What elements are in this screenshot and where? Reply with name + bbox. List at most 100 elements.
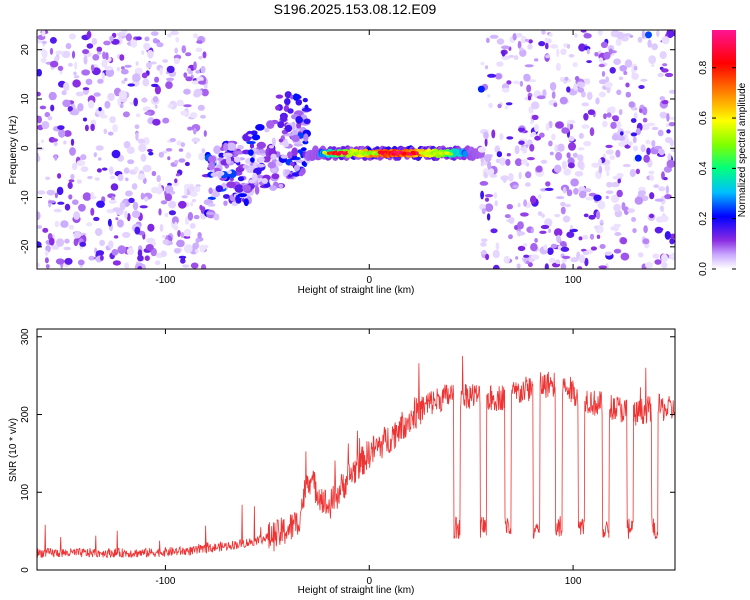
heatmap-cell bbox=[548, 140, 553, 147]
heatmap-cell bbox=[574, 170, 584, 177]
heatmap-cell bbox=[531, 114, 539, 120]
heatmap-cell bbox=[596, 210, 601, 220]
heatmap-cell bbox=[185, 76, 193, 82]
snr-axes: -100 0 100 0 100 200 300 bbox=[20, 328, 675, 587]
heatmap-cell bbox=[517, 231, 526, 236]
heatmap-cell bbox=[37, 91, 41, 97]
heatmap-cell bbox=[625, 82, 630, 88]
heatmap-cell bbox=[583, 213, 589, 218]
heatmap-cell bbox=[178, 200, 187, 209]
heatmap-cell bbox=[553, 102, 558, 108]
heatmap-cell bbox=[266, 120, 275, 129]
heatmap-cell bbox=[506, 136, 514, 140]
heatmap-cell bbox=[158, 208, 162, 216]
heatmap-cell bbox=[193, 127, 197, 135]
heatmap-cell bbox=[583, 188, 592, 193]
heatmap-cell bbox=[666, 113, 670, 122]
heatmap-cell bbox=[152, 118, 161, 126]
heatmap-cell bbox=[670, 252, 675, 261]
heatmap-cell bbox=[124, 64, 132, 68]
heatmap-cell bbox=[485, 253, 490, 261]
heatmap-cell bbox=[523, 73, 531, 82]
heatmap-cell bbox=[502, 178, 507, 183]
heatmap-cell bbox=[130, 39, 138, 48]
heatmap-cell bbox=[147, 223, 155, 232]
heatmap-cell bbox=[520, 147, 525, 151]
heatmap-cell bbox=[141, 50, 145, 55]
heatmap-cell bbox=[614, 232, 622, 236]
heatmap-cell bbox=[670, 148, 675, 153]
heatmap-cell bbox=[631, 217, 637, 222]
heatmap-cell bbox=[598, 165, 603, 174]
heatmap-cell bbox=[144, 196, 149, 202]
heatmap-cell bbox=[506, 204, 513, 210]
heatmap-cell bbox=[225, 156, 232, 165]
heatmap-cell bbox=[300, 147, 307, 152]
heatmap-cell bbox=[506, 80, 512, 85]
heatmap-cell bbox=[207, 203, 216, 207]
snr-frame bbox=[36, 328, 676, 571]
heatmap-cell bbox=[242, 164, 249, 169]
heatmap-cell bbox=[63, 130, 72, 137]
heatmap-cell bbox=[82, 49, 90, 55]
heatmap-cell bbox=[64, 203, 71, 211]
heatmap-cell bbox=[61, 50, 71, 59]
heatmap-cell bbox=[561, 255, 571, 259]
heatmap-cell bbox=[291, 134, 300, 142]
heatmap-cell bbox=[88, 255, 95, 261]
heatmap-cell bbox=[537, 211, 543, 216]
heatmap-cell bbox=[141, 264, 146, 269]
heatmap-cell bbox=[284, 98, 291, 105]
heatmap-cell bbox=[61, 90, 67, 96]
heatmap-cell bbox=[162, 59, 169, 63]
heatmap-cell bbox=[174, 178, 178, 184]
heatmap-cell bbox=[176, 101, 185, 107]
heatmap-cell bbox=[659, 205, 665, 212]
heatmap-cell bbox=[91, 38, 98, 45]
heatmap-cell bbox=[177, 230, 181, 237]
heatmap-cell bbox=[217, 171, 222, 179]
heatmap-cell bbox=[40, 57, 47, 63]
heatmap-cell bbox=[572, 62, 578, 68]
heatmap-cell bbox=[295, 116, 303, 124]
heatmap-cell bbox=[73, 71, 77, 76]
heatmap-cell bbox=[576, 154, 584, 161]
heatmap-cell bbox=[501, 50, 506, 57]
heatmap-cell bbox=[523, 199, 527, 207]
heatmap-cell bbox=[591, 162, 601, 168]
heatmap-cell bbox=[151, 170, 157, 177]
heatmap-cell bbox=[235, 194, 241, 204]
heatmap-cell bbox=[190, 201, 194, 207]
heatmap-cell bbox=[65, 43, 72, 50]
heatmap-cell bbox=[180, 232, 185, 238]
heatmap-cell bbox=[72, 79, 81, 88]
heatmap-cell bbox=[656, 30, 660, 37]
heatmap-cell bbox=[74, 61, 78, 70]
colorbar-label: Normalized spectral amplitude bbox=[737, 82, 748, 217]
y-tick-label: 300 bbox=[20, 328, 31, 345]
heatmap-cell bbox=[185, 52, 192, 57]
heatmap-cell bbox=[479, 181, 489, 186]
heatmap-cell bbox=[544, 218, 553, 227]
heatmap-cell bbox=[280, 115, 288, 123]
heatmap-cell bbox=[118, 90, 127, 100]
heatmap-cell bbox=[63, 140, 67, 145]
heatmap-cell bbox=[568, 136, 575, 142]
heatmap-cell bbox=[57, 125, 65, 130]
heatmap-cell bbox=[526, 84, 532, 93]
heatmap-cell bbox=[525, 171, 532, 179]
heatmap-cell bbox=[504, 105, 509, 110]
heatmap-cell bbox=[41, 30, 46, 37]
heatmap-cell bbox=[271, 173, 280, 180]
heatmap-cell bbox=[576, 81, 585, 87]
heatmap-cell bbox=[505, 158, 511, 166]
heatmap-cell bbox=[234, 156, 241, 163]
heatmap-cell bbox=[199, 244, 206, 253]
heatmap-cell bbox=[529, 133, 535, 138]
x-tick-label: 100 bbox=[565, 576, 582, 587]
heatmap-cell bbox=[651, 140, 656, 147]
heatmap-cell bbox=[208, 187, 213, 194]
heatmap-cell bbox=[133, 97, 138, 107]
heatmap-cell bbox=[574, 76, 580, 81]
heatmap-cell bbox=[178, 148, 184, 152]
